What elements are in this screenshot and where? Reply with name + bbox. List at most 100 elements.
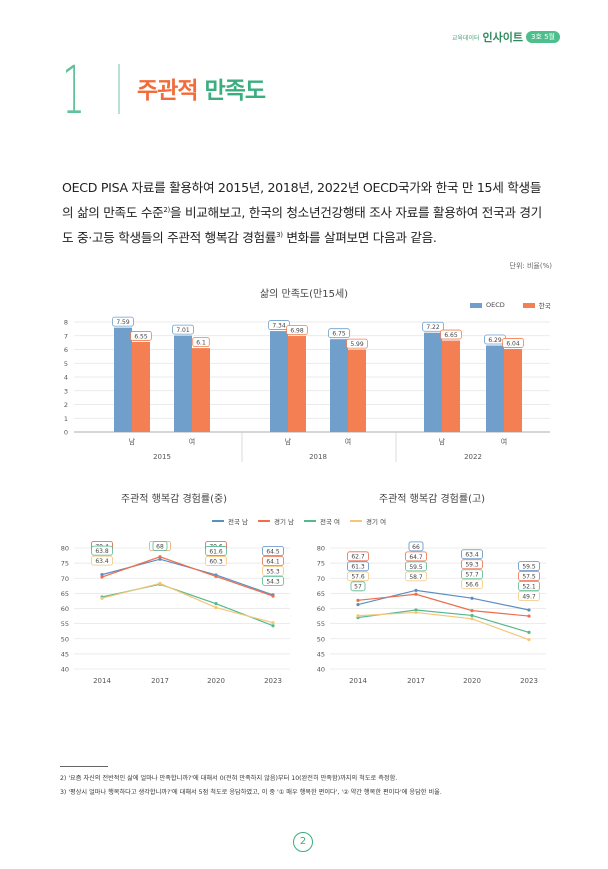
line-mid-point <box>100 575 104 579</box>
bar-category-label: 여 <box>345 437 351 446</box>
line-mid-x-tick-label: 2023 <box>264 677 282 685</box>
bar-value-label-box <box>130 331 152 341</box>
bar-oecd <box>270 331 288 432</box>
line-high-value-label: 59.3 <box>465 562 479 569</box>
line-high-value-label-box <box>461 559 483 570</box>
bar-y-tick-label: 2 <box>64 401 68 409</box>
line-mid-y-tick-label: 55 <box>61 620 69 628</box>
line-mid-value-label-box <box>91 545 113 556</box>
line-mid-point <box>271 594 275 598</box>
bar-korea <box>288 336 306 432</box>
line-high-point <box>414 610 418 615</box>
line-mid-point <box>214 602 218 606</box>
line-high-x-tick-label: 2023 <box>520 677 538 685</box>
footnote-ref-3: 3) <box>276 231 283 240</box>
line-high-y-tick-label: 65 <box>317 590 325 598</box>
line-mid-series-line <box>101 556 274 597</box>
line-high-point <box>470 609 474 613</box>
bar-oecd <box>330 339 348 432</box>
line-high-value-label: 64.7 <box>409 554 423 561</box>
line-high-point <box>470 617 474 621</box>
legend-label-korea: 한국 <box>538 302 551 310</box>
bar-korea <box>132 341 150 432</box>
line-high-y-tick-label: 55 <box>317 620 325 628</box>
bar-value-label: 6.1 <box>196 340 206 347</box>
bar-value-label: 6.04 <box>506 340 520 347</box>
legend-label-national-male: 전국 남 <box>228 518 249 526</box>
line-high-value-label: 63.4 <box>465 552 479 559</box>
line-high-value-label: 57 <box>354 584 362 591</box>
line-high-value-label-box <box>518 581 540 591</box>
line-high-y-tick-label: 70 <box>317 575 325 583</box>
bar-group-label: 2018 <box>309 453 327 461</box>
footnote-ref-2: 2) <box>163 206 170 214</box>
line-mid-value-label-box <box>205 546 227 556</box>
line-high-point <box>414 588 418 592</box>
section-divider <box>118 64 120 114</box>
line-mid-y-tick-label: 40 <box>61 666 69 674</box>
line-high-value-label-box <box>347 551 369 562</box>
line-mid-value-label: 61.6 <box>209 548 223 555</box>
publication-brand: 교육데이터 인사이트 3호 5월 <box>452 29 560 45</box>
line-mid-point <box>100 573 104 577</box>
line-high-value-label: 49.7 <box>522 593 536 600</box>
line-mid-series-line <box>101 583 274 627</box>
line-chart-legend: 전국 남 경기 남 전국 여 경기 여 <box>212 516 386 526</box>
line-high-point <box>414 592 418 596</box>
unit-label: 단위: 비율(%) <box>509 262 552 270</box>
legend-swatch-gyeonggi-male <box>258 520 271 522</box>
bar-value-label-box <box>502 338 524 348</box>
line-high-value-label: 61.3 <box>351 564 365 571</box>
line-mid-value-label-box <box>152 541 168 551</box>
bar-value-label-box <box>192 337 210 348</box>
line-high-value-label: 62.7 <box>351 554 365 561</box>
line-high-value-label-box <box>405 551 427 562</box>
line-mid-point <box>100 596 104 600</box>
line-high-value-label: 56.6 <box>465 582 479 589</box>
line-high-value-label: 57.6 <box>351 574 365 581</box>
legend-label-national-female: 전국 여 <box>320 518 341 526</box>
line-mid-value-label: 63.8 <box>95 548 109 555</box>
line-mid-point <box>271 624 275 628</box>
line-high-y-tick-label: 50 <box>317 635 325 643</box>
bar-y-tick-label: 6 <box>64 346 68 354</box>
bar-category-label: 남 <box>129 437 136 446</box>
line-high-value-label-box <box>461 569 483 580</box>
line-high-value-label-box <box>408 541 424 552</box>
bar-y-tick-label: 4 <box>64 374 68 382</box>
bar-group-label: 2015 <box>153 453 171 461</box>
line-mid-value-label-box <box>262 545 284 556</box>
brand-title: 인사이트 <box>482 31 523 44</box>
line-mid-y-tick-label: 65 <box>61 590 69 598</box>
line-chart-high-title: 주관적 행복감 경험률(고) <box>378 494 486 505</box>
line-mid-value-label: 68 <box>156 543 164 550</box>
legend-swatch-oecd <box>470 302 482 308</box>
line-chart-middle-title: 주관적 행복감 경험률(중) <box>120 494 228 505</box>
line-mid-point <box>158 555 162 559</box>
bar-oecd <box>486 345 504 432</box>
line-chart-high: 40 45 50 55 60 65 70 75 80 2014 2017 2020 2023 62.7 61… <box>317 541 546 685</box>
line-high-value-label: 66 <box>412 544 420 551</box>
bar-korea <box>504 348 522 432</box>
line-mid-value-label: 55.3 <box>266 568 280 575</box>
line-high-value-label: 59.5 <box>409 564 423 571</box>
intro-text-b: 을 비교해보고, 한국의 청소년건강행태 조사 자료를 활용하여 전국과 경기도… <box>62 205 542 246</box>
line-high-value-label-box <box>461 549 483 560</box>
bar-value-label: 6.29 <box>488 337 502 344</box>
bar-category-label: 남 <box>439 437 446 446</box>
line-high-x-tick-label: 2014 <box>349 677 367 685</box>
legend-swatch-national-female <box>304 520 317 522</box>
line-chart-middle: 404550556065707580201420172020202371.270… <box>61 541 290 685</box>
line-high-y-tick-label: 80 <box>317 545 325 553</box>
bar-value-label-box <box>268 320 290 330</box>
line-high-point <box>527 630 531 634</box>
line-high-series-line <box>357 611 530 641</box>
line-high-value-label-box <box>518 571 540 581</box>
line-mid-value-label-box <box>205 556 227 566</box>
bar-chart-legend: OECD 한국 <box>470 300 551 310</box>
footnote-3: 3) '평상시 얼마나 행복하다고 생각합니까?'에 대해서 5점 척도로 응답… <box>60 789 442 796</box>
footnote-2: 2) '요즘 자신의 전반적인 삶에 얼마나 만족합니까?'에 대해서 0(전혀… <box>60 775 398 782</box>
line-mid-y-tick-label: 50 <box>61 635 69 643</box>
bar-value-label: 7.34 <box>272 322 286 329</box>
line-mid-point <box>158 557 162 561</box>
